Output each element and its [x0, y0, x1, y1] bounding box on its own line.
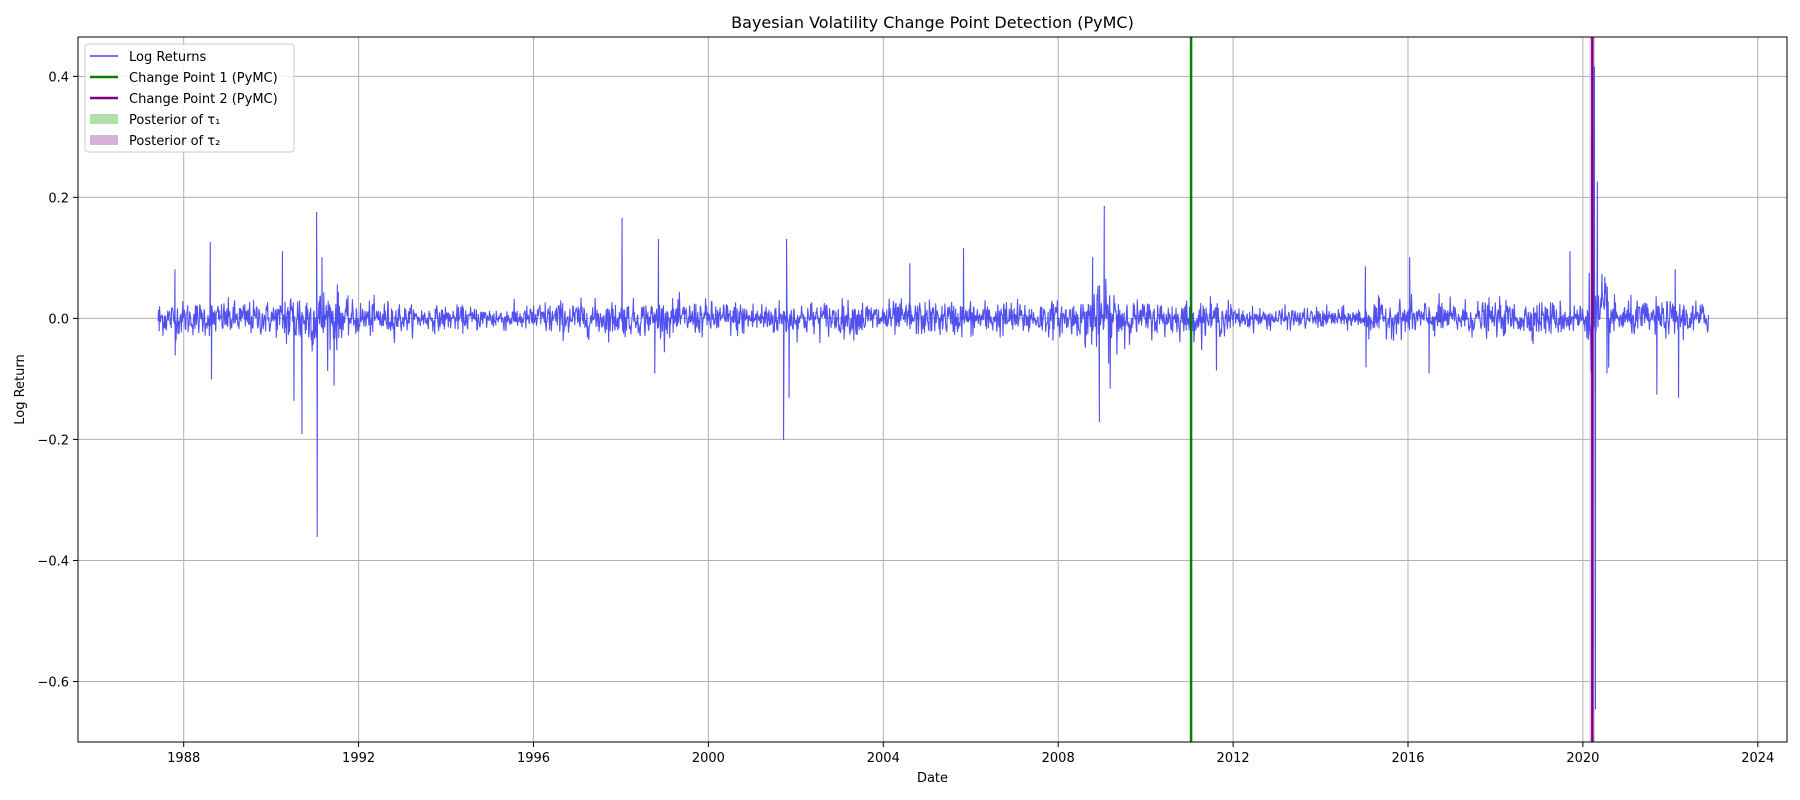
y-tick-label: 0.0 — [48, 312, 69, 327]
legend-swatch — [90, 114, 118, 124]
x-tick-label: 1988 — [167, 751, 200, 766]
legend-swatch — [90, 135, 118, 145]
log-return-point — [333, 384, 335, 386]
log-return-point — [321, 257, 323, 259]
x-tick-label: 2024 — [1741, 751, 1774, 766]
log-return-point — [210, 378, 213, 380]
y-tick-label: 0.2 — [48, 191, 69, 206]
y-tick-label: −0.4 — [37, 554, 69, 569]
x-tick-label: 2020 — [1566, 751, 1599, 766]
log-return-point — [1674, 269, 1676, 271]
grid — [78, 37, 1787, 742]
log-return-point — [962, 248, 965, 250]
series-layer — [157, 66, 1710, 710]
log-return-point — [657, 239, 660, 241]
y-axis-ticks: 0.4 0.2 0.0 −0.2 −0.4 −0.6 — [37, 70, 78, 690]
log-return-point — [1215, 369, 1218, 371]
y-tick-label: −0.6 — [37, 675, 69, 690]
log-return-point — [1594, 708, 1597, 710]
log-return-point — [785, 239, 788, 241]
x-tick-label: 2016 — [1391, 751, 1424, 766]
log-return-point — [1092, 257, 1094, 259]
x-tick-label: 1992 — [342, 751, 375, 766]
plot-frame — [77, 36, 1788, 743]
log-return-point — [315, 211, 318, 214]
log-return-point — [782, 438, 785, 441]
log-return-point — [1606, 372, 1608, 374]
log-return-point — [1593, 66, 1595, 68]
log-return-point — [1364, 266, 1366, 268]
log-return-point — [654, 372, 656, 374]
log-return-point — [1409, 257, 1411, 259]
log-return-point — [301, 432, 303, 434]
y-tick-label: 0.4 — [48, 70, 69, 85]
log-return-point — [174, 269, 176, 271]
legend: Log Returns Change Point 1 (PyMC) Change P… — [84, 43, 295, 153]
log-return-point — [1109, 387, 1111, 389]
log-returns-line — [157, 66, 1710, 710]
log-return-point — [909, 263, 911, 265]
log-return-point — [1569, 251, 1571, 253]
x-tick-label: 1996 — [517, 751, 550, 766]
legend-label: Posterior of τ₂ — [129, 134, 220, 149]
x-tick-label: 2004 — [867, 751, 900, 766]
y-axis-title: Log Return — [13, 354, 28, 425]
log-return-point — [1656, 393, 1658, 395]
x-tick-label: 2000 — [692, 751, 725, 766]
change-point-lines — [1189, 37, 1594, 742]
log-return-point — [1103, 205, 1105, 208]
legend-label: Log Returns — [129, 50, 206, 65]
log-return-point — [1365, 366, 1367, 368]
log-return-point — [293, 399, 295, 401]
log-return-point — [1596, 181, 1598, 183]
legend-label: Change Point 2 (PyMC) — [129, 92, 278, 107]
log-return-point — [209, 242, 211, 244]
y-tick-label: −0.2 — [37, 433, 69, 448]
log-return-point — [621, 217, 623, 220]
x-axis-title: Date — [917, 771, 948, 786]
log-return-point — [1098, 420, 1100, 422]
log-return-point — [281, 251, 284, 253]
log-return-point — [316, 535, 318, 537]
x-tick-label: 2008 — [1042, 751, 1075, 766]
x-tick-label: 2012 — [1217, 751, 1250, 766]
log-return-point — [788, 396, 790, 398]
chart-title: Bayesian Volatility Change Point Detecti… — [731, 13, 1134, 32]
legend-box — [84, 43, 295, 153]
log-return-point — [158, 329, 160, 332]
log-return-point — [1428, 372, 1430, 374]
legend-label: Change Point 1 (PyMC) — [129, 71, 278, 86]
x-axis-ticks: 1988 1992 1996 2000 2004 2008 2012 2016 2020 2024 — [167, 742, 1774, 766]
log-return-point — [1677, 396, 1680, 398]
log-return-point — [174, 354, 176, 356]
legend-label: Posterior of τ₁ — [129, 113, 220, 128]
